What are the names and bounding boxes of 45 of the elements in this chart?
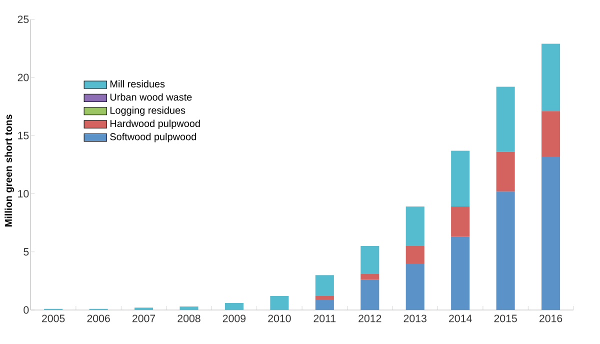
y-tick-label: 15 (18, 132, 29, 140)
legend-label: Hardwood pulpwood (110, 120, 200, 130)
bar (270, 296, 289, 310)
bar (542, 156, 560, 310)
y-tick-label: 0 (24, 306, 29, 314)
y-tick-label: 25 (18, 16, 29, 24)
bar (315, 296, 334, 300)
bar (496, 86, 515, 152)
legend-label: Urban wood waste (110, 93, 192, 101)
x-tick-label: 2005 (42, 314, 65, 322)
legend-label: Softwood pulpwood (110, 132, 196, 142)
x-tick-label: 2006 (87, 314, 110, 322)
bar (360, 246, 380, 274)
y-tick-label: 10 (18, 190, 29, 198)
bar (224, 303, 244, 310)
bar (542, 111, 560, 157)
y-tick-label: 20 (18, 74, 29, 82)
bar (542, 44, 560, 112)
x-tick-label: 2015 (494, 314, 517, 322)
bar (406, 206, 424, 246)
legend-label: Mill residues (110, 80, 165, 88)
x-tick-label: 2014 (449, 314, 472, 322)
bar (496, 152, 515, 192)
legend-label: Logging residues (110, 106, 186, 116)
bar (451, 206, 470, 237)
bar (315, 300, 334, 310)
y-axis-title: Million green short tons (4, 114, 14, 226)
bar (406, 263, 424, 310)
x-tick-label: 2010 (268, 314, 291, 322)
x-tick-label: 2011 (314, 314, 336, 322)
x-tick-label: 2013 (404, 314, 426, 322)
bar (406, 246, 424, 264)
x-tick-label: 2009 (222, 314, 246, 322)
bar (360, 274, 380, 280)
x-tick-label: 2012 (358, 314, 382, 322)
bar (451, 150, 470, 207)
bar (315, 275, 334, 296)
bar (180, 306, 198, 310)
y-tick-label: 5 (24, 248, 29, 256)
x-tick-label: 2016 (540, 314, 562, 322)
x-tick-label: 2008 (178, 314, 200, 322)
x-tick-label: 2007 (132, 314, 156, 322)
bar (496, 191, 515, 310)
bar (451, 236, 470, 310)
bar (360, 280, 380, 310)
